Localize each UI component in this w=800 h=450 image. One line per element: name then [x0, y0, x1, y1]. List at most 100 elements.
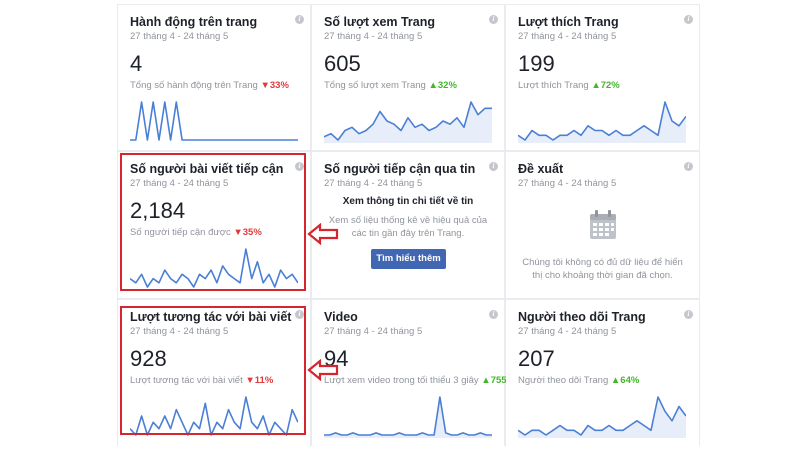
card-value: 2,184: [130, 198, 186, 223]
sparkline: [324, 394, 492, 438]
card-page-followers[interactable]: Người theo dõi Trang 27 tháng 4 - 24 thá…: [506, 300, 699, 446]
card-video[interactable]: Video 27 tháng 4 - 24 tháng 5 i 94 Lượt …: [312, 300, 515, 446]
card-subtitle-text: Số người tiếp cận được: [130, 227, 231, 238]
card-title: Video: [324, 310, 358, 324]
card-title: Số người bài viết tiếp cận: [130, 162, 284, 176]
sparkline: [324, 99, 492, 143]
card-date-range: 27 tháng 4 - 24 tháng 5: [324, 178, 423, 189]
sparkline-svg: [324, 396, 492, 438]
card-date-range: 27 tháng 4 - 24 tháng 5: [130, 31, 229, 42]
trend-up-icon: ▲: [610, 375, 621, 386]
card-value: 4: [130, 51, 143, 76]
card-value: 928: [130, 346, 167, 371]
card-delta: 11%: [254, 375, 274, 386]
card-delta: 32%: [437, 80, 457, 91]
story-promo-text: Xem số liệu thống kê về hiệu quả của các…: [328, 215, 488, 239]
info-icon[interactable]: i: [489, 162, 498, 171]
card-delta: 72%: [600, 80, 620, 91]
card-subtitle: Tổng số hành động trên Trang ▼33%: [130, 80, 289, 91]
card-subtitle: Tổng số lượt xem Trang ▲32%: [324, 80, 457, 91]
info-icon[interactable]: i: [684, 310, 693, 319]
card-subtitle-text: Lượt tương tác với bài viết: [130, 375, 243, 386]
highlight-arrow-left-icon: [307, 359, 339, 381]
card-page-actions[interactable]: Hành động trên trang 27 tháng 4 - 24 thá…: [118, 5, 310, 150]
info-icon[interactable]: i: [295, 15, 304, 24]
learn-more-button[interactable]: Tìm hiểu thêm: [371, 249, 446, 269]
highlight-arrow-left-icon: [307, 223, 339, 245]
card-value: 207: [518, 346, 555, 371]
sparkline-svg: [518, 101, 686, 143]
sparkline-area: [324, 102, 492, 143]
card-subtitle-text: Người theo dõi Trang: [518, 375, 609, 386]
card-delta: 35%: [242, 227, 262, 238]
trend-down-icon: ▼: [233, 227, 243, 238]
card-title: Số lượt xem Trang: [324, 15, 436, 29]
card-date-range: 27 tháng 4 - 24 tháng 5: [518, 326, 617, 337]
card-title: Số người tiếp cận qua tin: [324, 162, 476, 176]
info-icon[interactable]: i: [684, 15, 693, 24]
card-subtitle-text: Lượt xem video trong tối thiểu 3 giây: [324, 375, 479, 386]
card-date-range: 27 tháng 4 - 24 tháng 5: [518, 31, 617, 42]
card-date-range: 27 tháng 4 - 24 tháng 5: [324, 326, 423, 337]
sparkline-svg: [130, 396, 298, 436]
sparkline-area: [324, 397, 492, 438]
card-subtitle: Người theo dõi Trang ▲64%: [518, 375, 639, 386]
card-page-likes[interactable]: Lượt thích Trang 27 tháng 4 - 24 tháng 5…: [506, 5, 699, 150]
card-subtitle-text: Tổng số hành động trên Trang: [130, 80, 258, 91]
info-icon[interactable]: i: [295, 310, 304, 319]
sparkline-svg: [518, 396, 686, 438]
sparkline: [518, 99, 686, 143]
card-post-engagement[interactable]: Lượt tương tác với bài viết 27 tháng 4 -…: [118, 300, 310, 446]
card-title: Lượt tương tác với bài viết: [130, 310, 292, 324]
sparkline-line: [518, 396, 686, 436]
card-post-reach[interactable]: Số người bài viết tiếp cận 27 tháng 4 - …: [118, 152, 310, 298]
info-icon[interactable]: i: [295, 162, 304, 171]
card-delta: 64%: [620, 375, 640, 386]
card-value: 605: [324, 51, 361, 76]
card-subtitle: Lượt tương tác với bài viết ▼11%: [130, 375, 273, 386]
info-icon[interactable]: i: [684, 162, 693, 171]
sparkline-area: [518, 102, 686, 143]
card-page-views[interactable]: Số lượt xem Trang 27 tháng 4 - 24 tháng …: [312, 5, 504, 150]
calendar-icon: [590, 210, 616, 239]
sparkline-line: [518, 101, 686, 141]
card-subtitle: Lượt xem video trong tối thiểu 3 giây ▲7…: [324, 375, 515, 386]
info-icon[interactable]: i: [489, 15, 498, 24]
card-recommendations: Đề xuất 27 tháng 4 - 24 tháng 5 i Chúng …: [506, 152, 699, 298]
card-subtitle: Số người tiếp cận được ▼35%: [130, 227, 262, 238]
card-subtitle-text: Lượt thích Trang: [518, 80, 589, 91]
sparkline-line: [130, 248, 298, 288]
trend-down-icon: ▼: [245, 375, 255, 386]
card-title: Lượt thích Trang: [518, 15, 619, 29]
no-data-message: Chúng tôi không có đủ dữ liệu để hiển th…: [522, 257, 683, 281]
trend-down-icon: ▼: [260, 80, 270, 91]
card-delta: 33%: [269, 80, 289, 91]
story-promo-title: Xem thông tin chi tiết về tin: [342, 196, 474, 207]
card-subtitle-text: Tổng số lượt xem Trang: [324, 80, 426, 91]
insights-grid: Hành động trên trang 27 tháng 4 - 24 thá…: [117, 4, 700, 446]
card-subtitle: Lượt thích Trang ▲72%: [518, 80, 620, 91]
trend-up-icon: ▲: [591, 80, 601, 91]
sparkline-line: [130, 396, 298, 436]
card-date-range: 27 tháng 4 - 24 tháng 5: [130, 326, 229, 337]
card-title: Hành động trên trang: [130, 15, 258, 29]
sparkline-line: [324, 101, 492, 141]
sparkline: [130, 246, 298, 290]
info-icon[interactable]: i: [489, 310, 498, 319]
sparkline-svg: [130, 248, 298, 288]
card-title: Người theo dõi Trang: [518, 310, 646, 324]
card-date-range: 27 tháng 4 - 24 tháng 5: [130, 178, 229, 189]
card-date-range: 27 tháng 4 - 24 tháng 5: [324, 31, 423, 42]
card-title: Đề xuất: [518, 162, 564, 176]
card-date-range: 27 tháng 4 - 24 tháng 5: [518, 178, 617, 189]
trend-up-icon: ▲: [481, 375, 491, 386]
card-delta: 755%: [490, 375, 516, 386]
trend-up-icon: ▲: [428, 80, 438, 91]
sparkline-line: [324, 396, 492, 436]
sparkline-svg: [324, 101, 492, 143]
sparkline: [130, 99, 298, 143]
sparkline: [130, 394, 298, 438]
card-story-reach: Số người tiếp cận qua tin 27 tháng 4 - 2…: [312, 152, 504, 298]
sparkline: [518, 394, 686, 438]
sparkline-area: [518, 397, 686, 438]
